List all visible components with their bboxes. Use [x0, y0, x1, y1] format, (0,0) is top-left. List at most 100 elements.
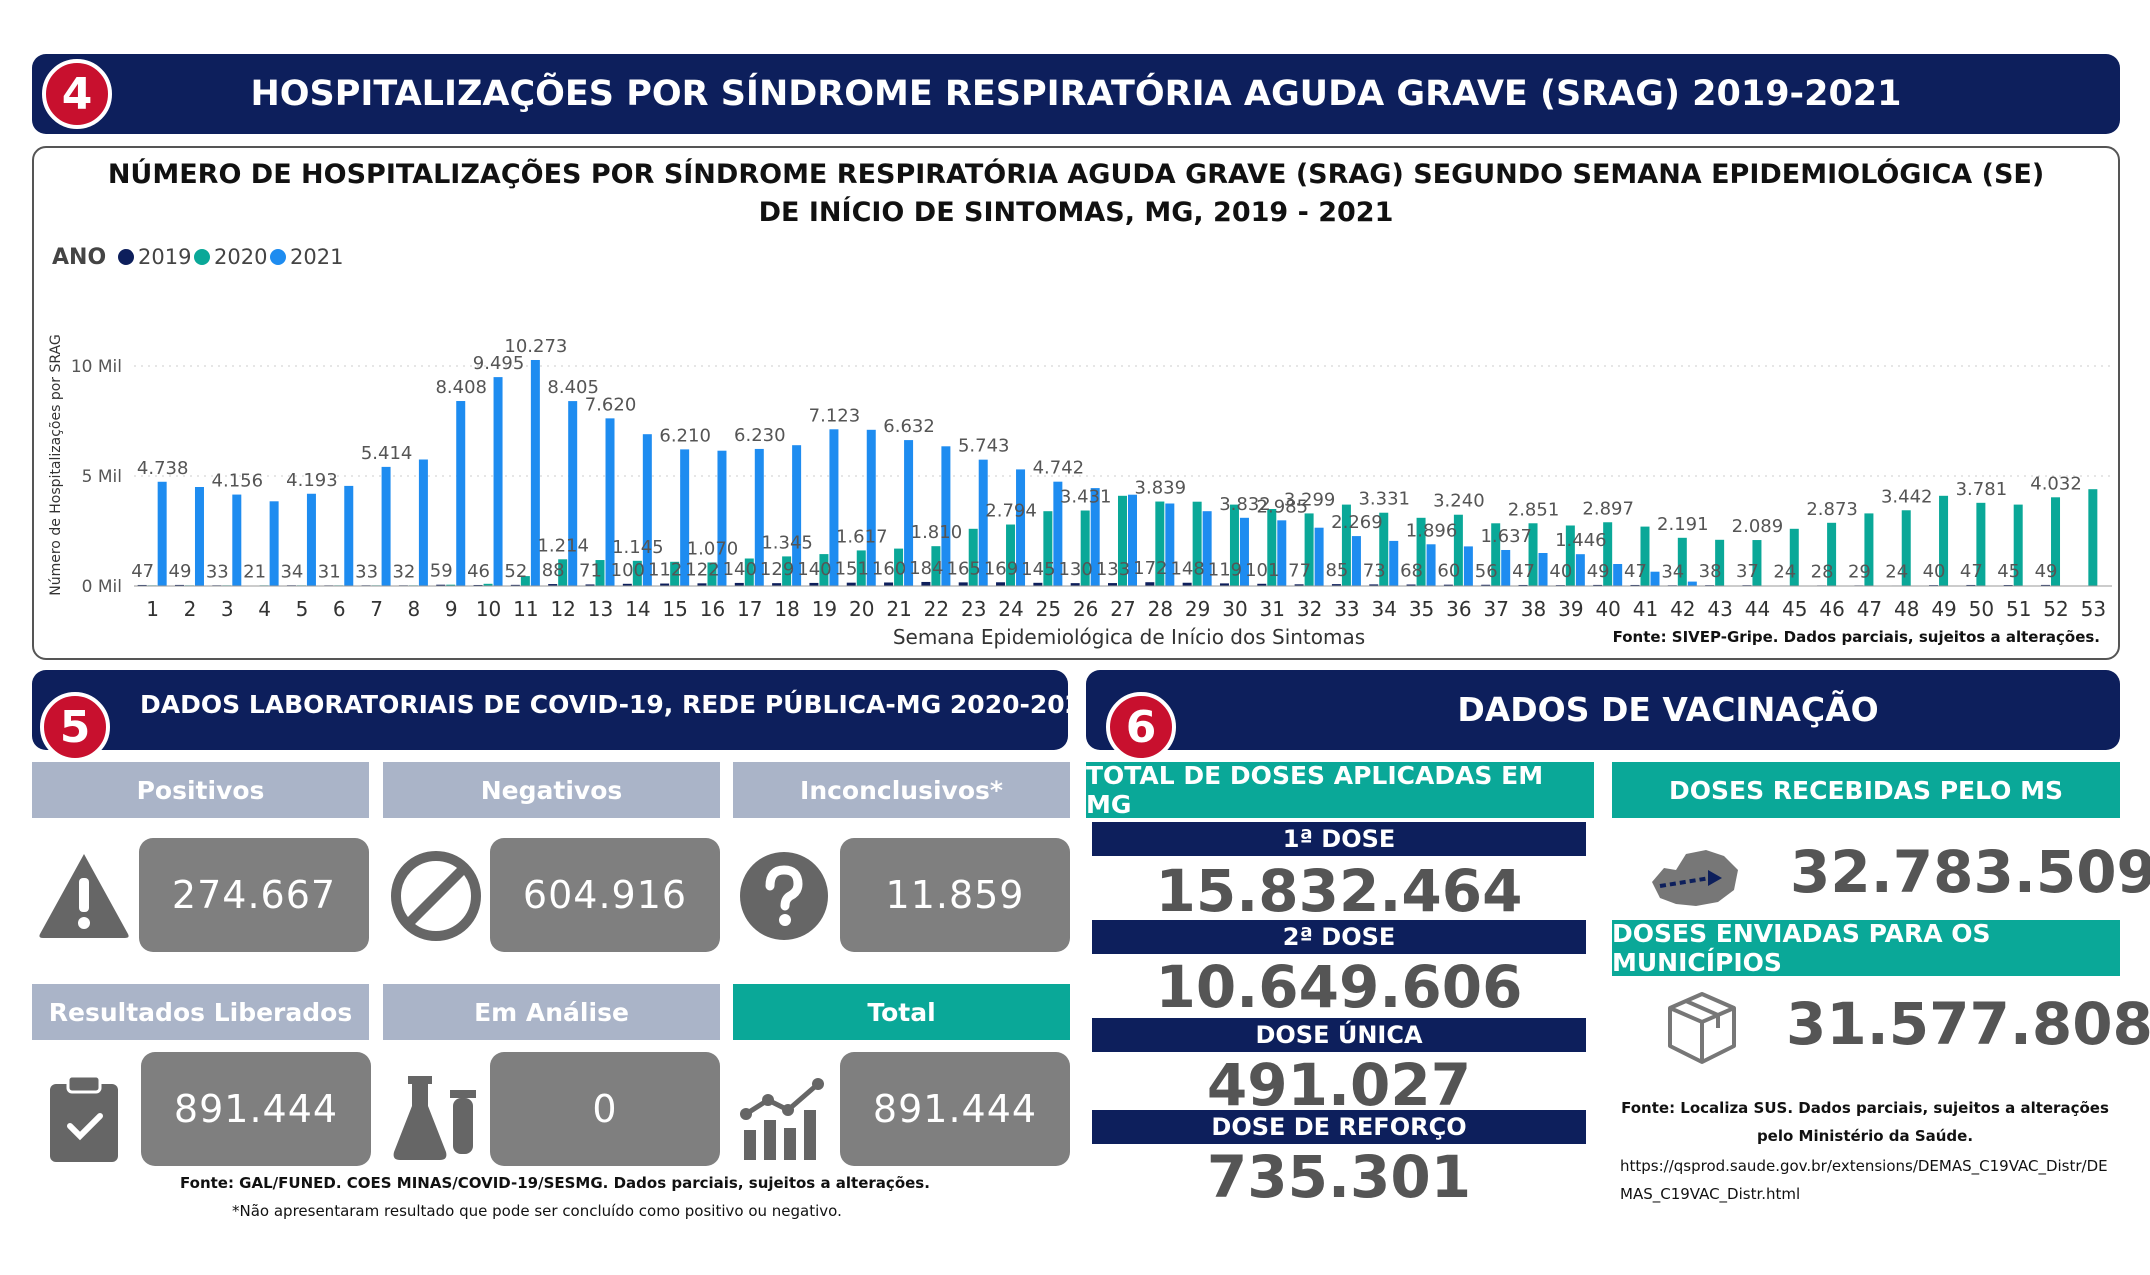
data-label-2019-se8: 32	[392, 561, 415, 582]
inconclusivos-value: 11.859	[840, 838, 1070, 952]
bar-2021-se10	[493, 377, 503, 586]
dose-reforco-value: 735.301	[1206, 1143, 1472, 1211]
clipboard-check-icon	[50, 1074, 118, 1162]
bar-2019-se19	[809, 582, 819, 586]
data-label-2020-se26: 3.431	[1060, 487, 1112, 508]
bar-2020-se36	[1453, 514, 1463, 586]
x-tick-label: 28	[1148, 597, 1173, 621]
prohibited-icon	[391, 851, 481, 941]
bar-2021-se38	[1538, 553, 1548, 586]
bar-2020-se44	[1752, 540, 1762, 586]
x-tick-label: 44	[1745, 597, 1770, 621]
bar-2019-se32	[1294, 584, 1304, 586]
question-icon	[740, 852, 828, 940]
data-label-2021-se11: 10.273	[504, 336, 567, 357]
legend-label-2019: 2019	[138, 245, 191, 269]
bar-2019-se1	[137, 584, 147, 586]
sent-doses-value: 31.577.808	[1786, 990, 2150, 1058]
bar-2019-se25	[1033, 582, 1043, 586]
bar-2020-se46	[1827, 522, 1837, 586]
bar-2021-se28	[1165, 503, 1175, 586]
dose-reforco-label: DOSE DE REFORÇO	[1092, 1110, 1586, 1144]
data-label-2021-se31: 2.985	[1257, 496, 1309, 517]
x-tick-label: 19	[812, 597, 837, 621]
bar-2021-se15	[680, 449, 690, 586]
lab-flask-icon	[393, 1076, 476, 1160]
data-label-2019-se45: 24	[1773, 561, 1796, 582]
x-tick-label: 27	[1110, 597, 1135, 621]
bar-2020-se41	[1640, 526, 1650, 586]
data-label-2019-se19: 140	[797, 559, 831, 580]
positivos-header: Positivos	[32, 762, 369, 818]
bar-2021-se11	[530, 359, 540, 586]
bar-2019-se37	[1481, 584, 1491, 586]
data-label-2019-se50: 47	[1960, 561, 1983, 582]
bar-2021-se35	[1426, 544, 1436, 586]
bar-2019-se11	[510, 584, 520, 586]
data-label-2019-se32: 77	[1288, 560, 1311, 581]
bar-2020-se49	[1939, 495, 1949, 586]
bar-2021-se25	[1053, 481, 1063, 586]
x-tick-label: 48	[1894, 597, 1919, 621]
data-label-2019-se28: 172	[1133, 558, 1167, 579]
y-tick-label: 10 Mil	[71, 357, 122, 377]
bar-2019-se14	[622, 583, 632, 586]
bar-2020-se42	[1677, 537, 1687, 586]
data-label-2020-se32: 3.299	[1284, 489, 1336, 510]
x-tick-label: 50	[1969, 597, 1994, 621]
bar-2020-se24	[1006, 524, 1016, 586]
section-4-banner: 4 HOSPITALIZAÇÕES POR SÍNDROME RESPIRATÓ…	[32, 54, 2120, 134]
data-label-2020-se38: 2.851	[1508, 499, 1560, 520]
data-label-2019-se40: 49	[1587, 561, 1610, 582]
x-tick-label: 52	[2043, 597, 2068, 621]
warning-icon	[39, 854, 129, 938]
x-tick-label: 20	[849, 597, 874, 621]
x-tick-label: 38	[1521, 597, 1546, 621]
x-tick-label: 9	[445, 597, 458, 621]
x-tick-label: 18	[774, 597, 799, 621]
data-label-2019-se33: 85	[1325, 560, 1348, 581]
bar-2019-se10	[473, 584, 483, 586]
x-tick-label: 33	[1334, 597, 1359, 621]
data-label-2019-se7: 33	[355, 561, 378, 582]
data-label-2019-se29: 148	[1170, 559, 1204, 580]
data-label-2019-se4: 21	[243, 562, 266, 583]
data-label-2021-se13: 7.620	[585, 394, 637, 415]
bar-2021-se3	[232, 494, 242, 586]
bar-2021-se39	[1575, 554, 1585, 586]
bar-2019-se28	[1145, 582, 1155, 586]
bar-2021-se29	[1202, 511, 1212, 586]
bar-2021-se16	[717, 450, 727, 586]
data-label-2021-se7: 5.414	[361, 443, 413, 464]
data-label-2021-se3: 4.156	[212, 471, 264, 492]
bar-2019-se29	[1182, 582, 1192, 586]
chart-data-labels: 47 4.738 49 33 4.156 21 34 4.193 31 33 5.414 32 59 8.…	[131, 336, 2082, 583]
data-label-2019-se48: 24	[1885, 561, 1908, 582]
data-label-2021-se9: 8.408	[435, 377, 487, 398]
data-label-2019-se9: 59	[430, 561, 453, 582]
bar-2019-se9	[436, 584, 446, 586]
bar-2021-se9	[456, 401, 466, 586]
bar-2019-se13	[585, 584, 595, 586]
bar-2021-se40	[1613, 564, 1623, 586]
received-doses-value: 32.783.509	[1790, 838, 2150, 906]
resultados-liberados-header: Resultados Liberados	[32, 984, 369, 1040]
data-label-2019-se10: 46	[467, 561, 490, 582]
data-label-2019-se36: 60	[1437, 561, 1460, 582]
data-label-2019-se42: 34	[1661, 561, 1684, 582]
negativos-header: Negativos	[383, 762, 720, 818]
bar-2021-se20	[866, 429, 876, 586]
data-label-2021-se23: 5.743	[958, 436, 1010, 457]
x-tick-label: 22	[924, 597, 949, 621]
bar-2020-se9	[446, 584, 456, 586]
x-tick-label: 21	[886, 597, 911, 621]
data-label-2019-se44: 37	[1736, 561, 1759, 582]
bar-2019-se20	[846, 582, 856, 586]
bar-2020-se40	[1603, 522, 1613, 586]
bar-2020-se51	[2013, 504, 2023, 586]
bar-2019-se33	[1331, 584, 1341, 586]
data-label-2019-se3: 33	[206, 561, 229, 582]
vaccine-source-link[interactable]: https://qsprod.saude.gov.br/extensions/D…	[1620, 1157, 2108, 1203]
em-analise-value: 0	[490, 1052, 720, 1166]
data-label-2019-se27: 133	[1096, 559, 1130, 580]
